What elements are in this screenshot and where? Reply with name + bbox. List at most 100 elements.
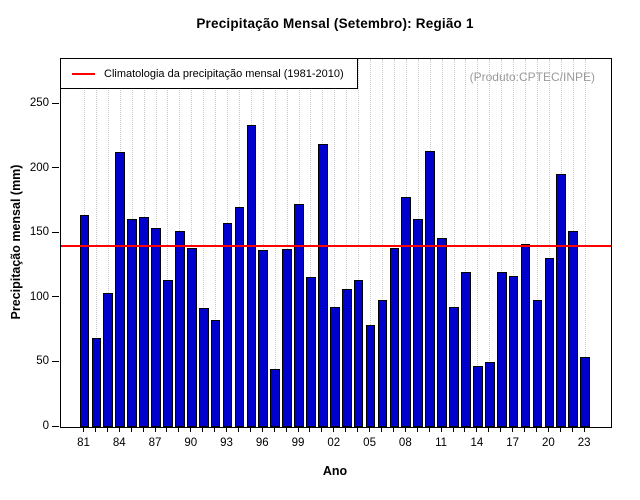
x-tick-label: 93 — [220, 437, 233, 449]
gridline — [465, 59, 467, 427]
x-tick — [190, 428, 192, 432]
bar-89 — [175, 231, 185, 427]
x-tick-label: 96 — [255, 437, 269, 449]
y-tick-label: 0 — [42, 420, 49, 432]
gridline — [453, 59, 455, 427]
gridline — [536, 59, 538, 427]
x-tick — [452, 428, 454, 432]
x-tick — [535, 428, 537, 432]
gridline — [334, 59, 336, 427]
x-tick-label: 05 — [363, 437, 376, 449]
gridline — [274, 59, 276, 427]
gridline — [262, 59, 264, 427]
y-tick — [52, 360, 59, 362]
bar-12 — [449, 307, 459, 427]
bar-10 — [425, 151, 436, 427]
climatology-reference-line — [61, 245, 611, 248]
y-tick — [52, 296, 59, 298]
gridline — [95, 59, 97, 427]
gridline — [191, 59, 193, 427]
plot-area: Climatologia da precipitação mensal (198… — [60, 58, 612, 428]
x-tick — [333, 428, 335, 432]
x-tick-label: 08 — [398, 437, 412, 449]
gridline — [346, 59, 348, 427]
x-tick-label: 17 — [506, 437, 519, 449]
x-tick-label: 81 — [77, 437, 90, 449]
gridline — [167, 59, 169, 427]
bar-98 — [282, 249, 292, 427]
bar-11 — [437, 238, 447, 427]
x-tick — [309, 428, 311, 432]
x-tick — [273, 428, 275, 432]
x-tick — [214, 428, 216, 432]
x-tick-label: 14 — [470, 437, 484, 449]
gridline — [203, 59, 205, 427]
x-tick — [94, 428, 96, 432]
bar-09 — [413, 219, 424, 427]
bar-94 — [234, 207, 245, 427]
x-tick-label: 20 — [541, 437, 555, 449]
x-tick — [428, 428, 430, 432]
x-tick — [118, 428, 120, 432]
bar-92 — [210, 320, 221, 427]
bar-01 — [318, 144, 328, 427]
x-tick — [237, 428, 239, 432]
gridline — [584, 59, 586, 427]
x-tick — [500, 428, 502, 432]
bar-13 — [461, 272, 471, 427]
bar-02 — [329, 307, 340, 427]
gridline — [513, 59, 515, 427]
y-tick-label: 50 — [36, 355, 49, 368]
bar-86 — [139, 217, 149, 427]
legend-label: Climatologia da precipitação mensal (198… — [104, 67, 344, 80]
y-tick — [52, 167, 59, 169]
bar-23 — [580, 357, 590, 427]
gridline — [393, 59, 395, 427]
gridline — [310, 59, 312, 427]
bar-95 — [246, 125, 257, 427]
x-tick-label: 11 — [435, 437, 448, 449]
x-tick — [142, 428, 144, 432]
bar-82 — [91, 338, 102, 427]
gridline — [107, 59, 109, 427]
bar-91 — [198, 308, 209, 427]
x-tick — [404, 428, 406, 432]
legend-box: Climatologia da precipitação mensal (198… — [60, 58, 358, 89]
bar-04 — [353, 280, 364, 427]
x-tick — [166, 428, 168, 432]
x-tick-label: 90 — [184, 437, 198, 449]
x-tick — [416, 428, 418, 432]
x-tick — [547, 428, 549, 432]
x-axis-title: Ano — [322, 464, 348, 478]
bar-05 — [365, 325, 376, 427]
x-tick — [488, 428, 490, 432]
y-tick-label: 100 — [29, 290, 49, 303]
x-tick — [476, 428, 478, 432]
source-note: (Produto:CPTEC/INPE) — [469, 70, 595, 84]
x-tick — [381, 428, 382, 432]
x-tick — [559, 428, 561, 432]
x-tick — [440, 428, 442, 432]
legend-line-icon — [72, 72, 95, 75]
bar-21 — [556, 174, 567, 427]
bar-00 — [306, 277, 316, 427]
bar-20 — [544, 258, 555, 427]
bar-87 — [151, 228, 161, 427]
x-tick — [524, 428, 526, 432]
x-tick — [321, 428, 323, 432]
bar-90 — [186, 248, 197, 427]
bar-19 — [532, 300, 543, 427]
bar-18 — [520, 244, 531, 427]
x-tick — [178, 428, 180, 432]
y-tick — [52, 102, 59, 104]
x-tick-label: 99 — [291, 437, 305, 449]
bar-07 — [389, 248, 400, 427]
bar-96 — [258, 250, 269, 427]
bar-17 — [508, 276, 519, 427]
bar-81 — [79, 215, 90, 427]
gridline — [370, 59, 372, 427]
x-tick — [130, 428, 132, 432]
x-tick — [369, 428, 371, 432]
gridline — [501, 59, 503, 427]
